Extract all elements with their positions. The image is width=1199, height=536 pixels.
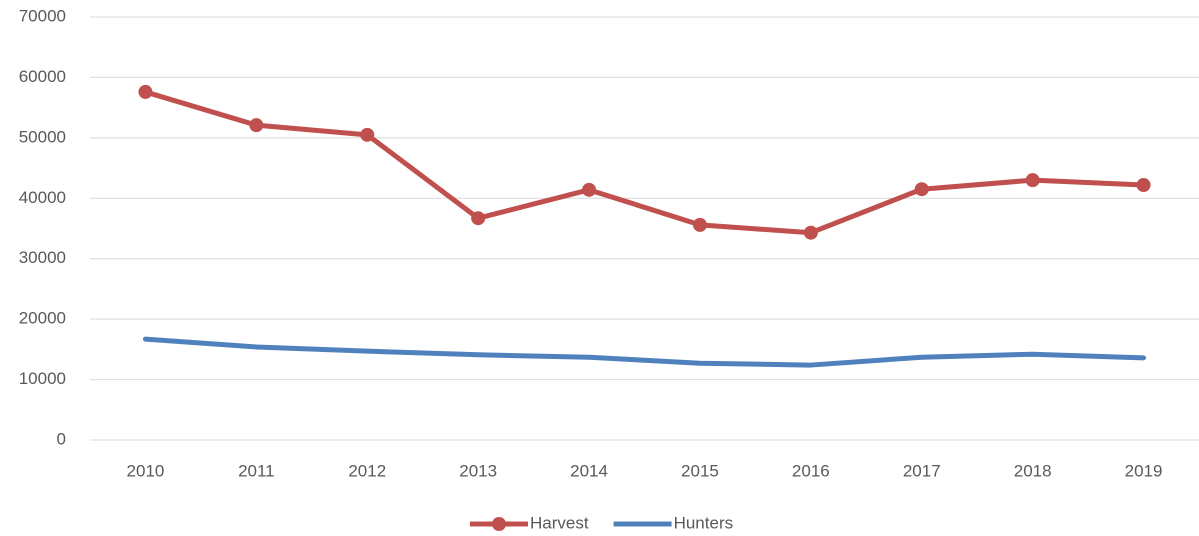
x-tick-label: 2012 [348,461,386,480]
x-tick-label: 2013 [459,461,497,480]
y-tick-label: 70000 [19,6,66,25]
y-tick-label: 60000 [19,67,66,86]
x-tick-label: 2011 [238,461,275,480]
legend-marker [492,517,506,531]
x-tick-label: 2017 [903,461,941,480]
y-tick-label: 50000 [19,127,66,146]
data-point [582,182,597,197]
data-point [1025,173,1040,188]
data-point [249,118,264,133]
x-tick-label: 2018 [1014,461,1052,480]
x-tick-label: 2015 [681,461,719,480]
y-tick-label: 10000 [19,369,66,388]
legend-label: Hunters [674,513,734,532]
data-point [360,127,375,142]
y-tick-label: 0 [57,429,66,448]
data-point [1136,177,1151,192]
legend-label: Harvest [530,513,589,532]
y-tick-label: 20000 [19,309,66,328]
y-tick-label: 30000 [19,248,66,267]
series-line [142,89,1147,236]
data-point [471,211,486,226]
x-tick-label: 2014 [570,461,608,480]
legend-item: Hunters [613,513,734,532]
legend-item: Harvest [470,513,589,532]
data-point [803,225,818,240]
x-tick-label: 2010 [127,461,165,480]
data-point [914,182,929,197]
series-line [142,336,1147,368]
x-tick-label: 2019 [1125,461,1163,480]
data-point [138,84,153,99]
x-tick-label: 2016 [792,461,830,480]
data-point [692,217,707,232]
y-tick-label: 40000 [19,188,66,207]
